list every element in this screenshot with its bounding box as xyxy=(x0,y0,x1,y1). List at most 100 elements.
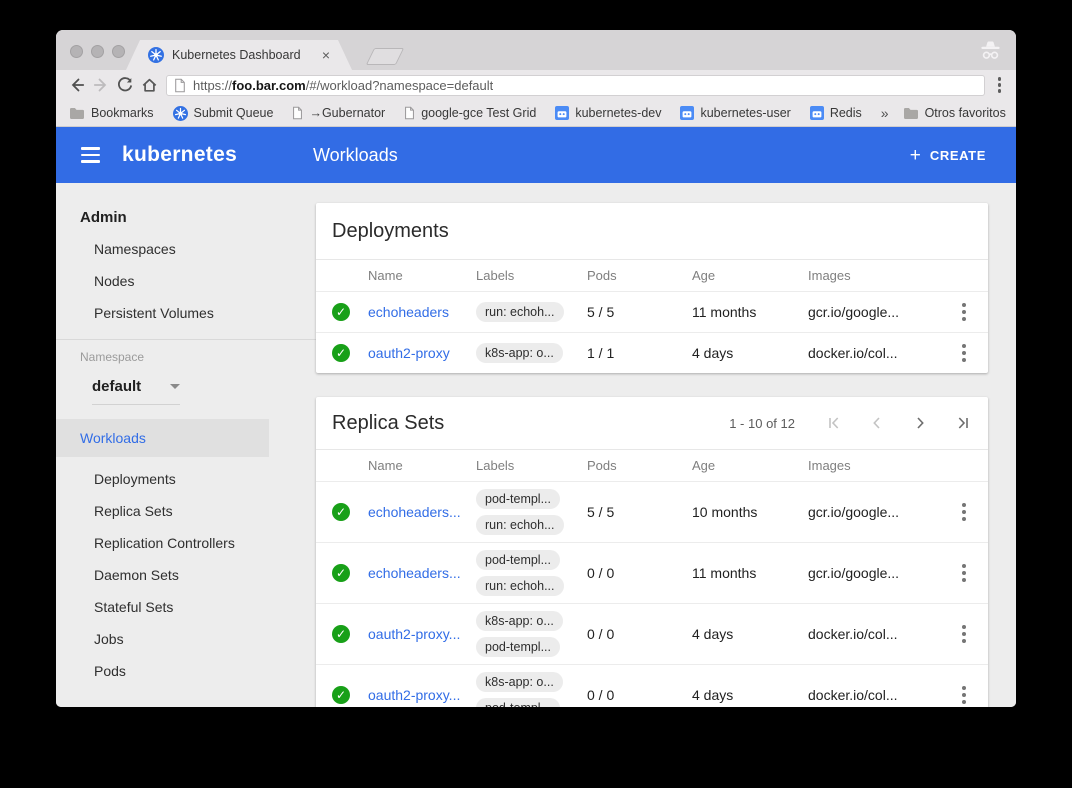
column-header-pods: Pods xyxy=(587,268,617,283)
name-cell: oauth2-proxy xyxy=(368,345,476,361)
column-header-name: Name xyxy=(368,458,403,473)
menu-cell xyxy=(936,499,972,525)
sidebar-item-pods[interactable]: Pods xyxy=(94,663,126,679)
browser-window: Kubernetes Dashboard × xyxy=(56,30,1016,707)
page-icon xyxy=(404,106,415,120)
sidebar-section-admin[interactable]: Admin xyxy=(80,209,127,226)
resource-name-link[interactable]: oauth2-proxy xyxy=(368,345,450,361)
back-button[interactable] xyxy=(65,73,89,97)
workload-items-list: Deployments Replica Sets Replication Contr… xyxy=(56,463,316,687)
create-button[interactable]: + CREATE xyxy=(910,146,986,165)
resource-name-link[interactable]: echoheaders... xyxy=(368,565,461,581)
status-ok-icon: ✓ xyxy=(332,564,350,582)
app-header: kubernetes Workloads + CREATE xyxy=(56,127,1016,183)
minimize-window-button[interactable] xyxy=(91,45,104,58)
kubernetes-favicon-icon xyxy=(148,47,164,63)
sidebar-item-jobs[interactable]: Jobs xyxy=(94,631,124,647)
row-actions-menu-button[interactable] xyxy=(956,499,972,525)
next-page-button[interactable] xyxy=(911,414,929,432)
images-cell: gcr.io/google... xyxy=(808,504,900,520)
label-chip: k8s-app: o... xyxy=(476,611,563,631)
row-actions-menu-button[interactable] xyxy=(956,340,972,366)
pods-cell: 0 / 0 xyxy=(587,626,615,642)
new-tab-button[interactable] xyxy=(365,48,405,65)
labels-cell: k8s-app: o... pod-templ... xyxy=(476,672,587,707)
bookmark-label: Submit Queue xyxy=(193,106,274,120)
label-chip: k8s-app: o... xyxy=(476,672,563,692)
column-header-labels: Labels xyxy=(476,268,515,283)
table-header-row: Name Labels Pods Age Images xyxy=(316,449,988,481)
sidebar-item-deployments[interactable]: Deployments xyxy=(94,471,176,487)
sidebar-item-stateful-sets[interactable]: Stateful Sets xyxy=(94,599,174,615)
previous-page-button[interactable] xyxy=(868,414,886,432)
forward-button[interactable] xyxy=(89,73,113,97)
label-chip: pod-templ... xyxy=(476,550,561,570)
bookmark-label: google-gce Test Grid xyxy=(421,106,537,120)
bookmark-kubernetes-user[interactable]: kubernetes-user xyxy=(680,106,791,120)
last-page-button[interactable] xyxy=(954,414,972,432)
replica-sets-card: Replica Sets 1 - 10 of 12 xyxy=(316,397,988,707)
sidebar-item-workloads[interactable]: Workloads xyxy=(56,419,269,457)
label-chip: run: echoh... xyxy=(476,302,564,322)
bookmark-kubernetes-dev[interactable]: kubernetes-dev xyxy=(555,106,661,120)
images-cell: gcr.io/google... xyxy=(808,304,900,320)
browser-tab[interactable]: Kubernetes Dashboard × xyxy=(126,40,352,70)
resource-name-link[interactable]: oauth2-proxy... xyxy=(368,626,461,642)
namespace-select[interactable]: default xyxy=(92,378,180,405)
row-actions-menu-button[interactable] xyxy=(956,682,972,707)
bookmark-submit-queue[interactable]: Submit Queue xyxy=(172,105,274,121)
groups-icon xyxy=(809,106,824,120)
table-row: ✓ oauth2-proxy... k8s-app: o... pod-templ..… xyxy=(316,603,988,664)
bookmark-gubernator[interactable]: →Gubernator xyxy=(292,106,385,120)
bookmark-bookmarks[interactable]: Bookmarks xyxy=(69,106,154,120)
bookmarks-overflow-button[interactable]: » xyxy=(880,105,889,121)
zoom-window-button[interactable] xyxy=(112,45,125,58)
resource-name-link[interactable]: oauth2-proxy... xyxy=(368,687,461,703)
resource-name-link[interactable]: echoheaders... xyxy=(368,504,461,520)
sidebar-item-replication-controllers[interactable]: Replication Controllers xyxy=(94,535,235,551)
bookmark-label: Otros favoritos xyxy=(924,106,1006,120)
age-cell: 4 days xyxy=(692,345,734,361)
labels-cell: pod-templ... run: echoh... xyxy=(476,489,587,535)
pods-cell: 5 / 5 xyxy=(587,504,615,520)
tab-close-icon[interactable]: × xyxy=(321,47,330,63)
bookmark-google-gce-test-grid[interactable]: google-gce Test Grid xyxy=(404,106,536,120)
status-ok-icon: ✓ xyxy=(332,503,350,521)
bookmarks-bar: Bookmarks Submit Queue →Gubernator google-g… xyxy=(56,100,1016,127)
bookmark-otros-favoritos[interactable]: Otros favoritos xyxy=(903,106,1006,120)
reload-button[interactable] xyxy=(113,73,137,97)
labels-cell: k8s-app: o... pod-templ... xyxy=(476,611,587,657)
bookmarks-right: » Otros favoritos xyxy=(881,106,1006,120)
bookmark-redis[interactable]: Redis xyxy=(809,106,862,120)
bookmark-label: kubernetes-dev xyxy=(575,106,662,120)
row-actions-menu-button[interactable] xyxy=(956,560,972,586)
sidebar-item-nodes[interactable]: Nodes xyxy=(94,273,135,289)
card-title-row: Deployments xyxy=(316,203,988,259)
labels-cell: pod-templ... run: echoh... xyxy=(476,550,587,596)
status-cell: ✓ xyxy=(332,303,368,321)
sidebar-item-replica-sets[interactable]: Replica Sets xyxy=(94,503,173,519)
browser-menu-button[interactable] xyxy=(992,73,1008,97)
label-chip: pod-templ... xyxy=(476,637,561,657)
sidebar-divider xyxy=(56,339,316,340)
table-row: ✓ oauth2-proxy... k8s-app: o... pod-templ..… xyxy=(316,664,988,707)
status-cell: ✓ xyxy=(332,503,368,521)
first-page-button[interactable] xyxy=(825,414,843,432)
sidebar-item-persistent-volumes[interactable]: Persistent Volumes xyxy=(94,305,214,321)
table-row: ✓ echoheaders... pod-templ... run: echoh...… xyxy=(316,542,988,603)
hamburger-menu-button[interactable] xyxy=(81,143,100,166)
table-body: ✓ echoheaders run: echoh... 5 / 5 11 months g… xyxy=(316,291,988,373)
sidebar-item-daemon-sets[interactable]: Daemon Sets xyxy=(94,567,179,583)
close-window-button[interactable] xyxy=(70,45,83,58)
url-domain: foo.bar.com xyxy=(232,77,306,93)
pods-cell: 5 / 5 xyxy=(587,304,615,320)
row-actions-menu-button[interactable] xyxy=(956,299,972,325)
resource-name-link[interactable]: echoheaders xyxy=(368,304,449,320)
label-chip: run: echoh... xyxy=(476,515,564,535)
tab-title: Kubernetes Dashboard xyxy=(172,48,301,62)
home-button[interactable] xyxy=(137,73,161,97)
row-actions-menu-button[interactable] xyxy=(956,621,972,647)
address-bar[interactable]: https://foo.bar.com/#/workload?namespace… xyxy=(166,74,985,96)
age-cell: 10 months xyxy=(692,504,758,520)
sidebar-item-namespaces[interactable]: Namespaces xyxy=(94,241,176,257)
